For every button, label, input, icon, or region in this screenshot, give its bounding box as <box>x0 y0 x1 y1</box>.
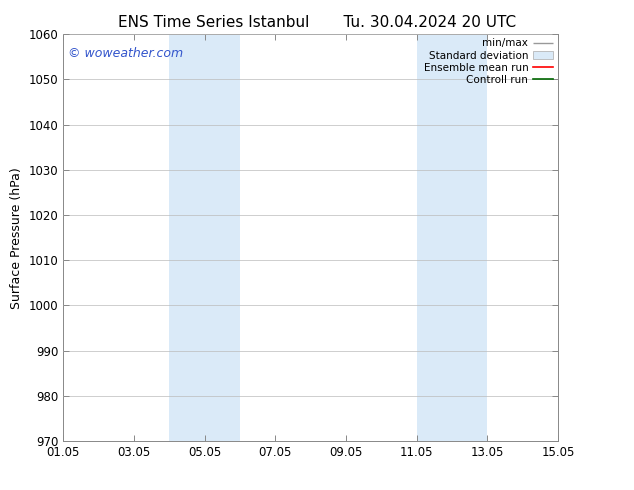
Text: ENS Time Series Istanbul       Tu. 30.04.2024 20 UTC: ENS Time Series Istanbul Tu. 30.04.2024 … <box>118 15 516 30</box>
Bar <box>417 34 488 441</box>
Text: © woweather.com: © woweather.com <box>68 47 183 59</box>
Bar <box>169 34 240 441</box>
Y-axis label: Surface Pressure (hPa): Surface Pressure (hPa) <box>10 167 23 309</box>
Legend: min/max, Standard deviation, Ensemble mean run, Controll run: min/max, Standard deviation, Ensemble me… <box>422 36 555 87</box>
